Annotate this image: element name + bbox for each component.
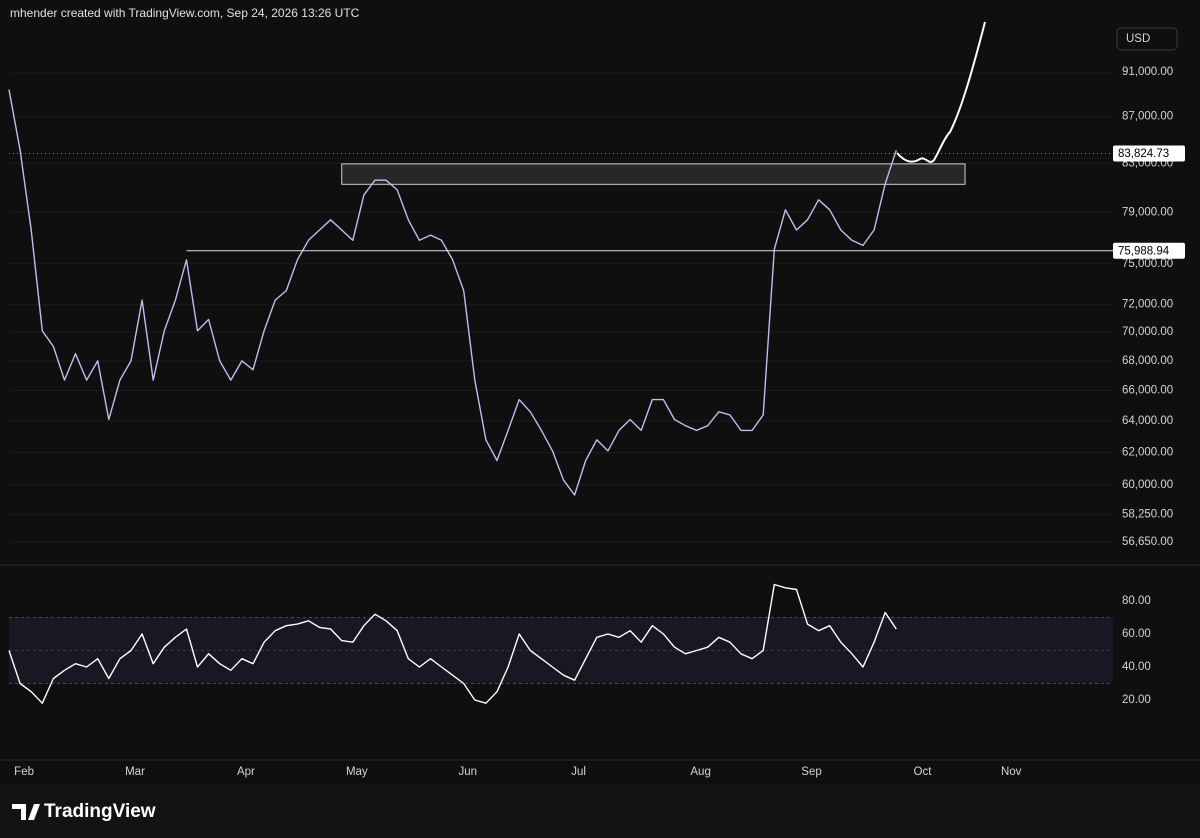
y-tick-label: 68,000.00 [1122, 355, 1173, 367]
x-tick-label: Sep [801, 766, 821, 778]
x-tick-label: Oct [914, 766, 933, 778]
level-label-box [1113, 145, 1185, 162]
x-tick-label: Feb [14, 766, 34, 778]
currency-box [1116, 27, 1178, 51]
y-tick-label: 87,000.00 [1122, 111, 1173, 123]
resistance-zone [341, 163, 966, 185]
footer-logo: TradingView [12, 801, 156, 822]
price-line [8, 583, 897, 704]
x-tick-label: Jun [458, 766, 477, 778]
x-tick-label: Mar [125, 766, 145, 778]
y-tick-label: 80.00 [1122, 595, 1151, 607]
y-tick-label: 72,000.00 [1122, 298, 1173, 310]
y-tick-label: 20.00 [1122, 694, 1151, 706]
y-tick-label: 75,000.00 [1122, 258, 1173, 270]
y-tick-label: 60.00 [1122, 628, 1151, 640]
x-tick-label: May [346, 766, 368, 778]
x-tick-label: Jul [571, 766, 586, 778]
level-label: 75,988.94 [1118, 245, 1170, 257]
y-tick-label: 91,000.00 [1122, 66, 1173, 78]
y-tick-label: 62,000.00 [1122, 447, 1173, 459]
level-label: 83,824.73 [1118, 148, 1169, 160]
y-tick-label: 60,000.00 [1122, 479, 1173, 491]
y-tick-label: 70,000.00 [1122, 326, 1173, 338]
y-tick-label: 79,000.00 [1122, 206, 1173, 218]
x-tick-label: Aug [690, 766, 710, 778]
header-text: mhender created with TradingView.com, Se… [10, 6, 360, 20]
footer-brand: TradingView [44, 801, 156, 822]
logo-icon [12, 804, 40, 820]
chart-layers: 91,000.0087,000.0083,000.0079,000.0075,0… [8, 66, 1185, 778]
y-tick-label: 40.00 [1122, 661, 1151, 673]
price-line [8, 89, 897, 496]
y-tick-label: 66,000.00 [1122, 385, 1173, 397]
x-tick-label: Nov [1001, 766, 1022, 778]
y-tick-label: 56,650.00 [1122, 536, 1173, 548]
y-tick-label: 64,000.00 [1122, 415, 1173, 427]
currency-label: USD [1126, 33, 1150, 45]
level-label-box [1113, 242, 1185, 259]
x-tick-label: Apr [237, 766, 255, 778]
y-tick-label: 58,250.00 [1122, 508, 1173, 520]
projection-drawing [896, 21, 986, 163]
footer-band [0, 785, 1200, 838]
